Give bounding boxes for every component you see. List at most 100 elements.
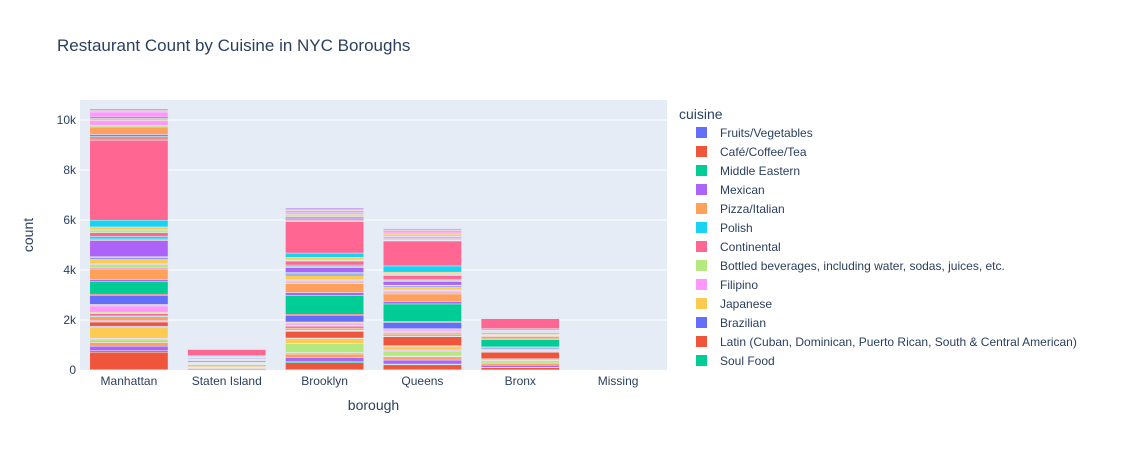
legend-swatch xyxy=(696,279,707,290)
legend-swatch xyxy=(696,336,707,347)
bar-segment xyxy=(480,339,560,348)
legend-item[interactable]: Polish xyxy=(696,221,753,235)
bar-segment xyxy=(480,360,560,364)
x-tick-label: Brooklyn xyxy=(301,374,348,388)
legend-label: Café/Coffee/Tea xyxy=(720,145,807,159)
bar-segment xyxy=(285,210,364,213)
y-tick-label: 8k xyxy=(63,163,77,177)
legend-swatch xyxy=(696,260,707,271)
bar-segment xyxy=(89,305,169,313)
y-tick-label: 10k xyxy=(57,113,77,127)
y-tick-label: 2k xyxy=(63,313,77,327)
bar-segment xyxy=(89,269,169,280)
y-tick-label: 0 xyxy=(69,363,76,377)
bar-segment xyxy=(285,295,364,315)
bar-segment xyxy=(89,120,169,126)
bar-segment xyxy=(285,357,364,362)
bar-segment xyxy=(285,292,364,296)
bar-segment xyxy=(89,108,169,111)
legend-title: cuisine xyxy=(679,106,723,122)
bar-segment xyxy=(285,275,364,280)
bar-segment xyxy=(285,331,364,339)
x-tick-label: Manhattan xyxy=(101,374,158,388)
bar-segment xyxy=(89,240,169,257)
bar-segment xyxy=(89,281,169,295)
bar-segment xyxy=(383,265,462,273)
legend-item[interactable]: Fruits/Vegetables xyxy=(696,126,813,140)
legend-label: Brazilian xyxy=(720,316,766,330)
bar-segment xyxy=(383,287,462,291)
bar-segment xyxy=(89,259,169,264)
legend-label: Continental xyxy=(720,240,781,254)
bar-segment xyxy=(383,346,462,351)
y-tick-label: 6k xyxy=(63,213,77,227)
bar-segment xyxy=(89,313,169,317)
bar-segment xyxy=(285,260,364,266)
bar-segment xyxy=(285,322,364,326)
legend-swatch xyxy=(696,127,707,138)
bar-segment xyxy=(89,338,169,342)
bar-segment xyxy=(89,326,169,339)
bar-segment xyxy=(285,315,364,323)
legend-label: Latin (Cuban, Dominican, Puerto Rican, S… xyxy=(720,335,1077,349)
bar-segment xyxy=(480,364,560,368)
legend-items: Fruits/Vegetables Café/Coffee/Tea Middle E… xyxy=(696,126,1077,368)
legend-item[interactable]: Latin (Cuban, Dominican, Puerto Rican, S… xyxy=(696,335,1077,349)
legend-item[interactable]: Middle Eastern xyxy=(696,164,800,178)
bar-segment xyxy=(285,267,364,273)
legend-item[interactable]: Filipino xyxy=(696,278,758,292)
legend-item[interactable]: Brazilian xyxy=(696,316,766,330)
legend: cuisine Fruits/Vegetables Café/Coffee/Tea… xyxy=(679,106,1077,368)
bar-segment xyxy=(383,301,462,305)
legend-item[interactable]: Continental xyxy=(696,240,781,254)
legend-swatch xyxy=(696,355,707,366)
legend-swatch xyxy=(696,298,707,309)
bar-segment xyxy=(383,333,462,337)
bar-segment xyxy=(285,283,364,293)
bar-segment xyxy=(285,208,364,210)
bar-segment xyxy=(285,328,364,331)
legend-swatch xyxy=(696,222,707,233)
legend-item[interactable]: Bottled beverages, including water, soda… xyxy=(696,259,1005,273)
bar-segment xyxy=(89,118,169,121)
legend-item[interactable]: Soul Food xyxy=(696,354,775,368)
plot-background xyxy=(80,100,667,370)
bar-segment xyxy=(383,364,462,371)
x-axis-title: borough xyxy=(348,397,399,413)
bar-segment xyxy=(89,232,169,237)
bar-segment xyxy=(89,279,169,282)
legend-item[interactable]: Mexican xyxy=(696,183,765,197)
bar-segment xyxy=(383,275,462,280)
y-axis-title: count xyxy=(20,218,36,252)
bar-segment xyxy=(187,349,267,356)
legend-item[interactable]: Café/Coffee/Tea xyxy=(696,145,807,159)
bar-segment xyxy=(480,367,560,371)
legend-swatch xyxy=(696,184,707,195)
legend-item[interactable]: Pizza/Italian xyxy=(696,202,785,216)
legend-swatch xyxy=(696,165,707,176)
bar-segment xyxy=(285,353,364,358)
bar-segment xyxy=(383,293,462,302)
bar-segment xyxy=(89,236,169,240)
bar-segment xyxy=(383,230,462,234)
legend-item[interactable]: Japanese xyxy=(696,297,772,311)
x-tick-label: Queens xyxy=(401,374,443,388)
x-tick-label: Missing xyxy=(598,374,639,388)
bar-segment xyxy=(89,264,169,268)
legend-label: Soul Food xyxy=(720,354,775,368)
legend-label: Polish xyxy=(720,221,753,235)
legend-swatch xyxy=(696,317,707,328)
bar-segment xyxy=(89,342,169,347)
bar-segment xyxy=(383,240,462,267)
bar-segment xyxy=(383,336,462,346)
bar-segment xyxy=(480,362,560,366)
legend-label: Middle Eastern xyxy=(720,164,800,178)
x-tick-label: Bronx xyxy=(505,374,536,388)
y-axis-ticks: 0 2k 4k 6k 8k 10k xyxy=(57,113,77,377)
bar-segment xyxy=(89,321,169,327)
bar-segment xyxy=(89,295,169,305)
bar-segment xyxy=(89,219,169,228)
legend-label: Filipino xyxy=(720,278,758,292)
bar-segment xyxy=(89,345,169,351)
